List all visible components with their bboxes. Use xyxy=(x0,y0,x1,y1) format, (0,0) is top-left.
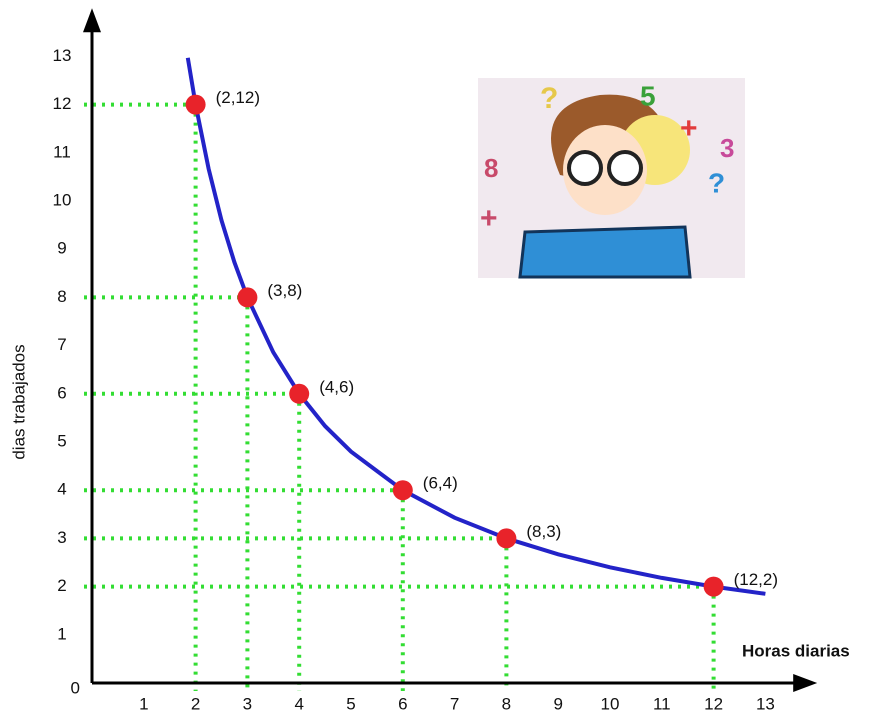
x-tick-label: 10 xyxy=(601,694,620,713)
y-tick-label: 12 xyxy=(53,94,72,113)
point xyxy=(289,384,309,404)
y-tick-label: 6 xyxy=(57,383,66,402)
point xyxy=(237,287,257,307)
x-tick-label: 13 xyxy=(756,694,775,713)
y-tick-label: 10 xyxy=(53,190,72,209)
y-tick-label: 3 xyxy=(57,528,66,547)
x-tick-label: 8 xyxy=(502,694,511,713)
symbol: + xyxy=(480,202,498,235)
x-tick-label: 3 xyxy=(243,694,252,713)
y-tick-label: 2 xyxy=(57,576,66,595)
y-tick-label: 7 xyxy=(57,335,66,354)
point-label: (8,3) xyxy=(526,522,561,541)
y-tick-label: 9 xyxy=(57,239,66,258)
x-tick-label: 6 xyxy=(398,694,407,713)
symbol: 3 xyxy=(720,133,734,163)
y-tick-label: 1 xyxy=(57,624,66,643)
symbol: 8 xyxy=(484,153,498,183)
x-axis-label: Horas diarias xyxy=(742,641,850,660)
y-axis-label: dias trabajados xyxy=(9,344,28,459)
point-label: (4,6) xyxy=(319,377,354,396)
point-label: (2,12) xyxy=(216,88,260,107)
point-label: (12,2) xyxy=(734,570,778,589)
y-axis-arrow xyxy=(83,8,101,32)
y-tick-label: 11 xyxy=(53,142,71,161)
glasses xyxy=(569,152,601,184)
symbol: ? xyxy=(708,167,725,198)
x-tick-label: 7 xyxy=(450,694,459,713)
x-tick-label: 5 xyxy=(346,694,355,713)
symbol: 5 xyxy=(640,80,656,111)
y-tick-label: 8 xyxy=(57,287,66,306)
book xyxy=(520,227,690,277)
y-tick-label: 4 xyxy=(57,480,66,499)
y-tick-label: 13 xyxy=(53,46,72,65)
x-tick-label: 2 xyxy=(191,694,200,713)
point xyxy=(186,95,206,115)
x-tick-label: 1 xyxy=(139,694,148,713)
x-tick-label: 4 xyxy=(294,694,303,713)
symbol: + xyxy=(680,112,698,145)
x-axis-arrow xyxy=(793,674,817,692)
glasses xyxy=(609,152,641,184)
x-tick-label: 0 xyxy=(71,678,80,697)
x-tick-label: 12 xyxy=(704,694,723,713)
point xyxy=(496,528,516,548)
illustration: ? 5 + 3 ? + 8 xyxy=(478,78,745,278)
x-tick-label: 11 xyxy=(653,694,671,713)
chart: ? 5 + 3 ? + 8 Horas diarias dias trabaja… xyxy=(0,0,894,713)
x-tick-label: 9 xyxy=(553,694,562,713)
point-label: (6,4) xyxy=(423,474,458,493)
point xyxy=(704,577,724,597)
point xyxy=(393,480,413,500)
point-label: (3,8) xyxy=(267,281,302,300)
y-tick-label: 5 xyxy=(57,431,66,450)
symbol: ? xyxy=(540,82,558,115)
